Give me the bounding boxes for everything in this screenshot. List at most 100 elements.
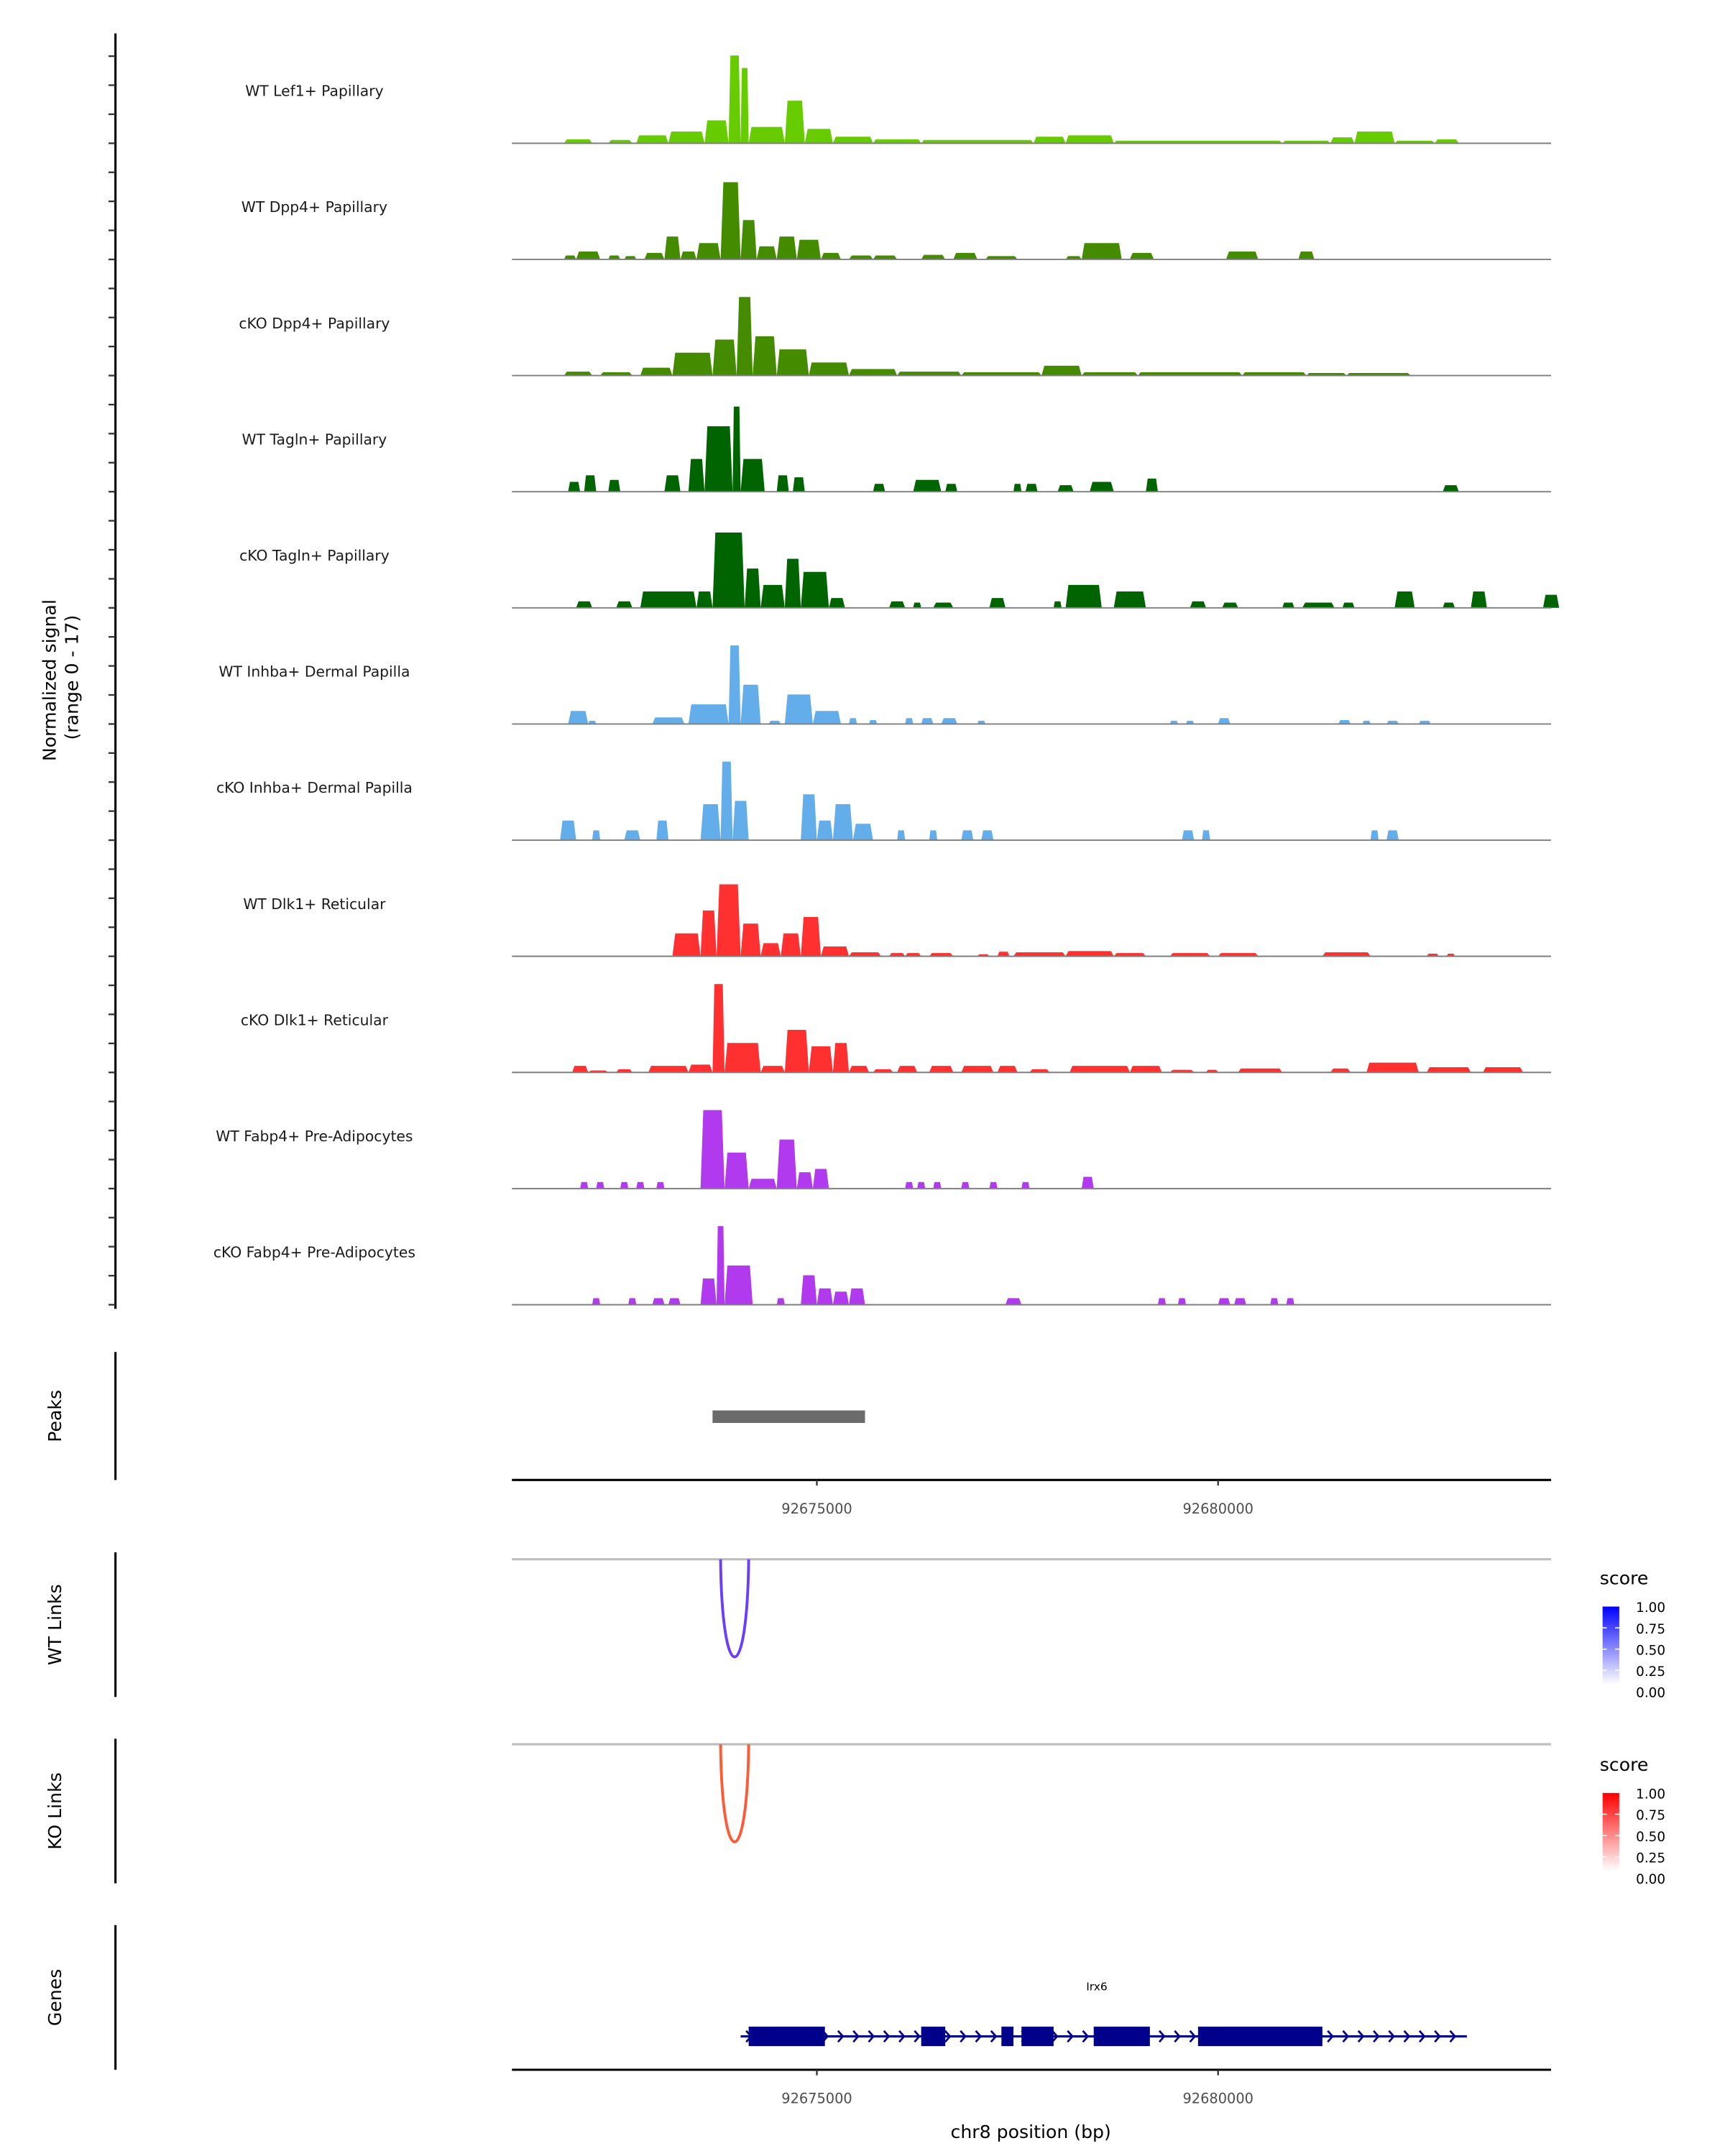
coverage-bar bbox=[832, 137, 873, 144]
coverage-bar bbox=[1146, 478, 1158, 492]
coverage-bar bbox=[1065, 584, 1102, 608]
coverage-bar bbox=[628, 1298, 637, 1305]
coverage-bar bbox=[740, 923, 761, 957]
coverage-bar bbox=[1542, 594, 1560, 608]
strand-arrow-icon bbox=[1189, 2030, 1197, 2043]
coverage-bar bbox=[961, 1066, 994, 1073]
track-label: WT Dpp4+ Papillary bbox=[242, 198, 387, 216]
coverage-bar bbox=[1282, 602, 1294, 608]
coverage-bar bbox=[656, 1181, 665, 1189]
strand-arrow-icon bbox=[1067, 2030, 1074, 2043]
x-ticks-lower: 92675000 92680000 bbox=[781, 2070, 1254, 2106]
coverage-track: WT Dlk1+ Reticular bbox=[243, 884, 1552, 957]
coverage-bar bbox=[816, 820, 833, 841]
coverage-bar bbox=[1362, 720, 1371, 724]
peak-region bbox=[712, 1410, 865, 1423]
coverage-bar bbox=[736, 297, 753, 376]
gene-name-label: Irx6 bbox=[1086, 1981, 1108, 1994]
track-label: WT Lef1+ Papillary bbox=[245, 83, 383, 100]
coverage-bar bbox=[1427, 1067, 1471, 1073]
coverage-bar bbox=[905, 1181, 914, 1189]
strand-arrow-icon bbox=[1373, 2030, 1380, 2043]
coverage-bar bbox=[760, 1066, 785, 1073]
coverage-bar bbox=[804, 129, 833, 144]
coverage-bar bbox=[616, 1069, 632, 1073]
coverage-bar bbox=[832, 803, 853, 841]
coverage-bar bbox=[1070, 1066, 1130, 1073]
coverage-bar bbox=[997, 1066, 1018, 1073]
coverage-bar bbox=[873, 139, 921, 144]
coverage-bar bbox=[704, 426, 733, 492]
coverage-bar bbox=[1129, 252, 1154, 259]
coverage-bar bbox=[921, 254, 946, 259]
coverage-bar bbox=[977, 720, 985, 724]
coverage-bar bbox=[809, 1046, 833, 1073]
coverage-bar bbox=[564, 255, 576, 259]
coverage-bar bbox=[873, 255, 898, 259]
coverage-bar bbox=[816, 1288, 833, 1305]
coverage-bar bbox=[740, 684, 761, 724]
coverage-bar bbox=[568, 482, 581, 492]
coverage-bar bbox=[913, 479, 942, 492]
coverage-bar bbox=[1113, 953, 1146, 957]
coverage-bar bbox=[1033, 137, 1066, 144]
coverage-bar bbox=[1065, 256, 1082, 259]
coverage-track: cKO Inhba+ Dermal Papilla bbox=[216, 761, 1552, 841]
coverage-bar bbox=[776, 236, 797, 259]
gene-exon bbox=[1001, 2027, 1014, 2047]
coverage-bar bbox=[712, 984, 725, 1073]
coverage-bar bbox=[1483, 1067, 1523, 1073]
strand-arrow-icon bbox=[990, 2030, 998, 2043]
legend-colorbar bbox=[1602, 1792, 1619, 1871]
coverage-bar bbox=[720, 761, 733, 841]
peaks-regions bbox=[712, 1410, 865, 1423]
coverage-bar bbox=[781, 933, 801, 957]
legend-tick-label: 0.00 bbox=[1636, 1686, 1665, 1701]
track-label: cKO Fabp4+ Pre-Adipocytes bbox=[213, 1244, 415, 1261]
coverage-bar bbox=[608, 479, 620, 492]
coverage-bar bbox=[1025, 484, 1038, 492]
coverage-bar bbox=[728, 645, 741, 724]
strand-arrow-icon bbox=[1327, 2030, 1334, 2043]
coverage-y-axis-title: Normalized signal (range 0 - 17) bbox=[39, 594, 82, 761]
strand-arrow-icon bbox=[837, 2030, 845, 2043]
peaks-track-label: Peaks bbox=[45, 1390, 65, 1442]
coverage-track: WT Inhba+ Dermal Papilla bbox=[218, 645, 1552, 725]
legend-tick-label: 0.75 bbox=[1636, 1808, 1665, 1823]
coverage-bar bbox=[1158, 1298, 1167, 1305]
coverage-bar bbox=[688, 704, 729, 724]
coverage-bar bbox=[608, 139, 632, 144]
coverage-bar bbox=[776, 349, 809, 376]
coverage-bar bbox=[905, 718, 914, 724]
coverage-bar bbox=[576, 252, 601, 259]
coverage-bar bbox=[1330, 137, 1355, 144]
legend-tick-label: 0.25 bbox=[1636, 1851, 1665, 1866]
coverage-bar bbox=[624, 830, 640, 841]
track-label: WT Fabp4+ Pre-Adipocytes bbox=[216, 1128, 413, 1145]
coverage-bar bbox=[640, 367, 673, 376]
coverage-bar bbox=[933, 1181, 942, 1189]
track-label: cKO Tagln+ Papillary bbox=[239, 547, 390, 564]
coverage-bar bbox=[700, 1279, 717, 1305]
legend-tick-label: 0.50 bbox=[1636, 1643, 1665, 1658]
coverage-bar bbox=[1298, 252, 1315, 259]
coverage-bar bbox=[929, 1066, 954, 1073]
coverage-bar bbox=[897, 830, 906, 841]
coverage-bar bbox=[696, 591, 713, 608]
strand-arrow-icon bbox=[1388, 2030, 1395, 2043]
coverage-bar bbox=[897, 1066, 918, 1073]
coverage-bar bbox=[832, 1043, 850, 1073]
coverage-bar bbox=[740, 68, 749, 144]
legend-tick-label: 1.00 bbox=[1636, 1600, 1665, 1616]
wt-links-track-label: WT Links bbox=[45, 1584, 65, 1665]
coverage-bar bbox=[724, 1043, 761, 1073]
coverage-bar bbox=[873, 1069, 893, 1073]
coverage-y-ticks bbox=[108, 55, 116, 1306]
coverage-bar bbox=[961, 372, 1042, 376]
coverage-bar bbox=[985, 256, 1018, 259]
x-tick-label: 92680000 bbox=[1183, 1501, 1254, 1517]
coverage-bar bbox=[849, 952, 881, 957]
x-tick-label: 92675000 bbox=[781, 2090, 852, 2106]
coverage-bar bbox=[776, 1298, 785, 1305]
coverage-bar bbox=[624, 256, 637, 259]
